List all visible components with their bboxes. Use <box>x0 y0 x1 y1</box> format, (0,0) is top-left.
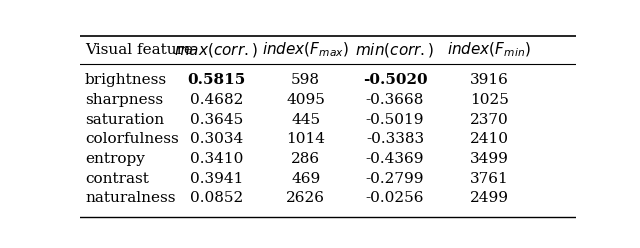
Text: 0.5815: 0.5815 <box>188 73 246 87</box>
Text: 4095: 4095 <box>286 93 325 107</box>
Text: $\mathit{index(F_{max})}$: $\mathit{index(F_{max})}$ <box>262 41 349 59</box>
Text: 1025: 1025 <box>470 93 509 107</box>
Text: 2499: 2499 <box>470 191 509 205</box>
Text: naturalness: naturalness <box>85 191 175 205</box>
Text: 0.3034: 0.3034 <box>190 132 243 146</box>
Text: -0.0256: -0.0256 <box>365 191 424 205</box>
Text: 3916: 3916 <box>470 73 509 87</box>
Text: Visual feature: Visual feature <box>85 43 193 57</box>
Text: 286: 286 <box>291 152 320 166</box>
Text: 2626: 2626 <box>286 191 325 205</box>
Text: -0.2799: -0.2799 <box>365 172 424 186</box>
Text: 598: 598 <box>291 73 320 87</box>
Text: $\mathit{index(F_{min})}$: $\mathit{index(F_{min})}$ <box>447 41 531 59</box>
Text: $\mathit{min(corr.)}$: $\mathit{min(corr.)}$ <box>355 41 435 59</box>
Text: 445: 445 <box>291 113 320 127</box>
Text: 2370: 2370 <box>470 113 509 127</box>
Text: -0.5020: -0.5020 <box>363 73 428 87</box>
Text: 0.0852: 0.0852 <box>190 191 243 205</box>
Text: 0.3941: 0.3941 <box>189 172 243 186</box>
Text: entropy: entropy <box>85 152 145 166</box>
Text: 2410: 2410 <box>470 132 509 146</box>
Text: -0.5019: -0.5019 <box>365 113 424 127</box>
Text: 3499: 3499 <box>470 152 509 166</box>
Text: 1014: 1014 <box>286 132 325 146</box>
Text: sharpness: sharpness <box>85 93 163 107</box>
Text: colorfulness: colorfulness <box>85 132 179 146</box>
Text: saturation: saturation <box>85 113 164 127</box>
Text: -0.4369: -0.4369 <box>365 152 424 166</box>
Text: 469: 469 <box>291 172 320 186</box>
Text: 3761: 3761 <box>470 172 509 186</box>
Text: -0.3668: -0.3668 <box>366 93 424 107</box>
Text: 0.3410: 0.3410 <box>189 152 243 166</box>
Text: contrast: contrast <box>85 172 149 186</box>
Text: brightness: brightness <box>85 73 167 87</box>
Text: $\mathit{max(corr.)}$: $\mathit{max(corr.)}$ <box>175 41 259 59</box>
Text: 0.3645: 0.3645 <box>190 113 243 127</box>
Text: 0.4682: 0.4682 <box>189 93 243 107</box>
Text: -0.3383: -0.3383 <box>366 132 424 146</box>
